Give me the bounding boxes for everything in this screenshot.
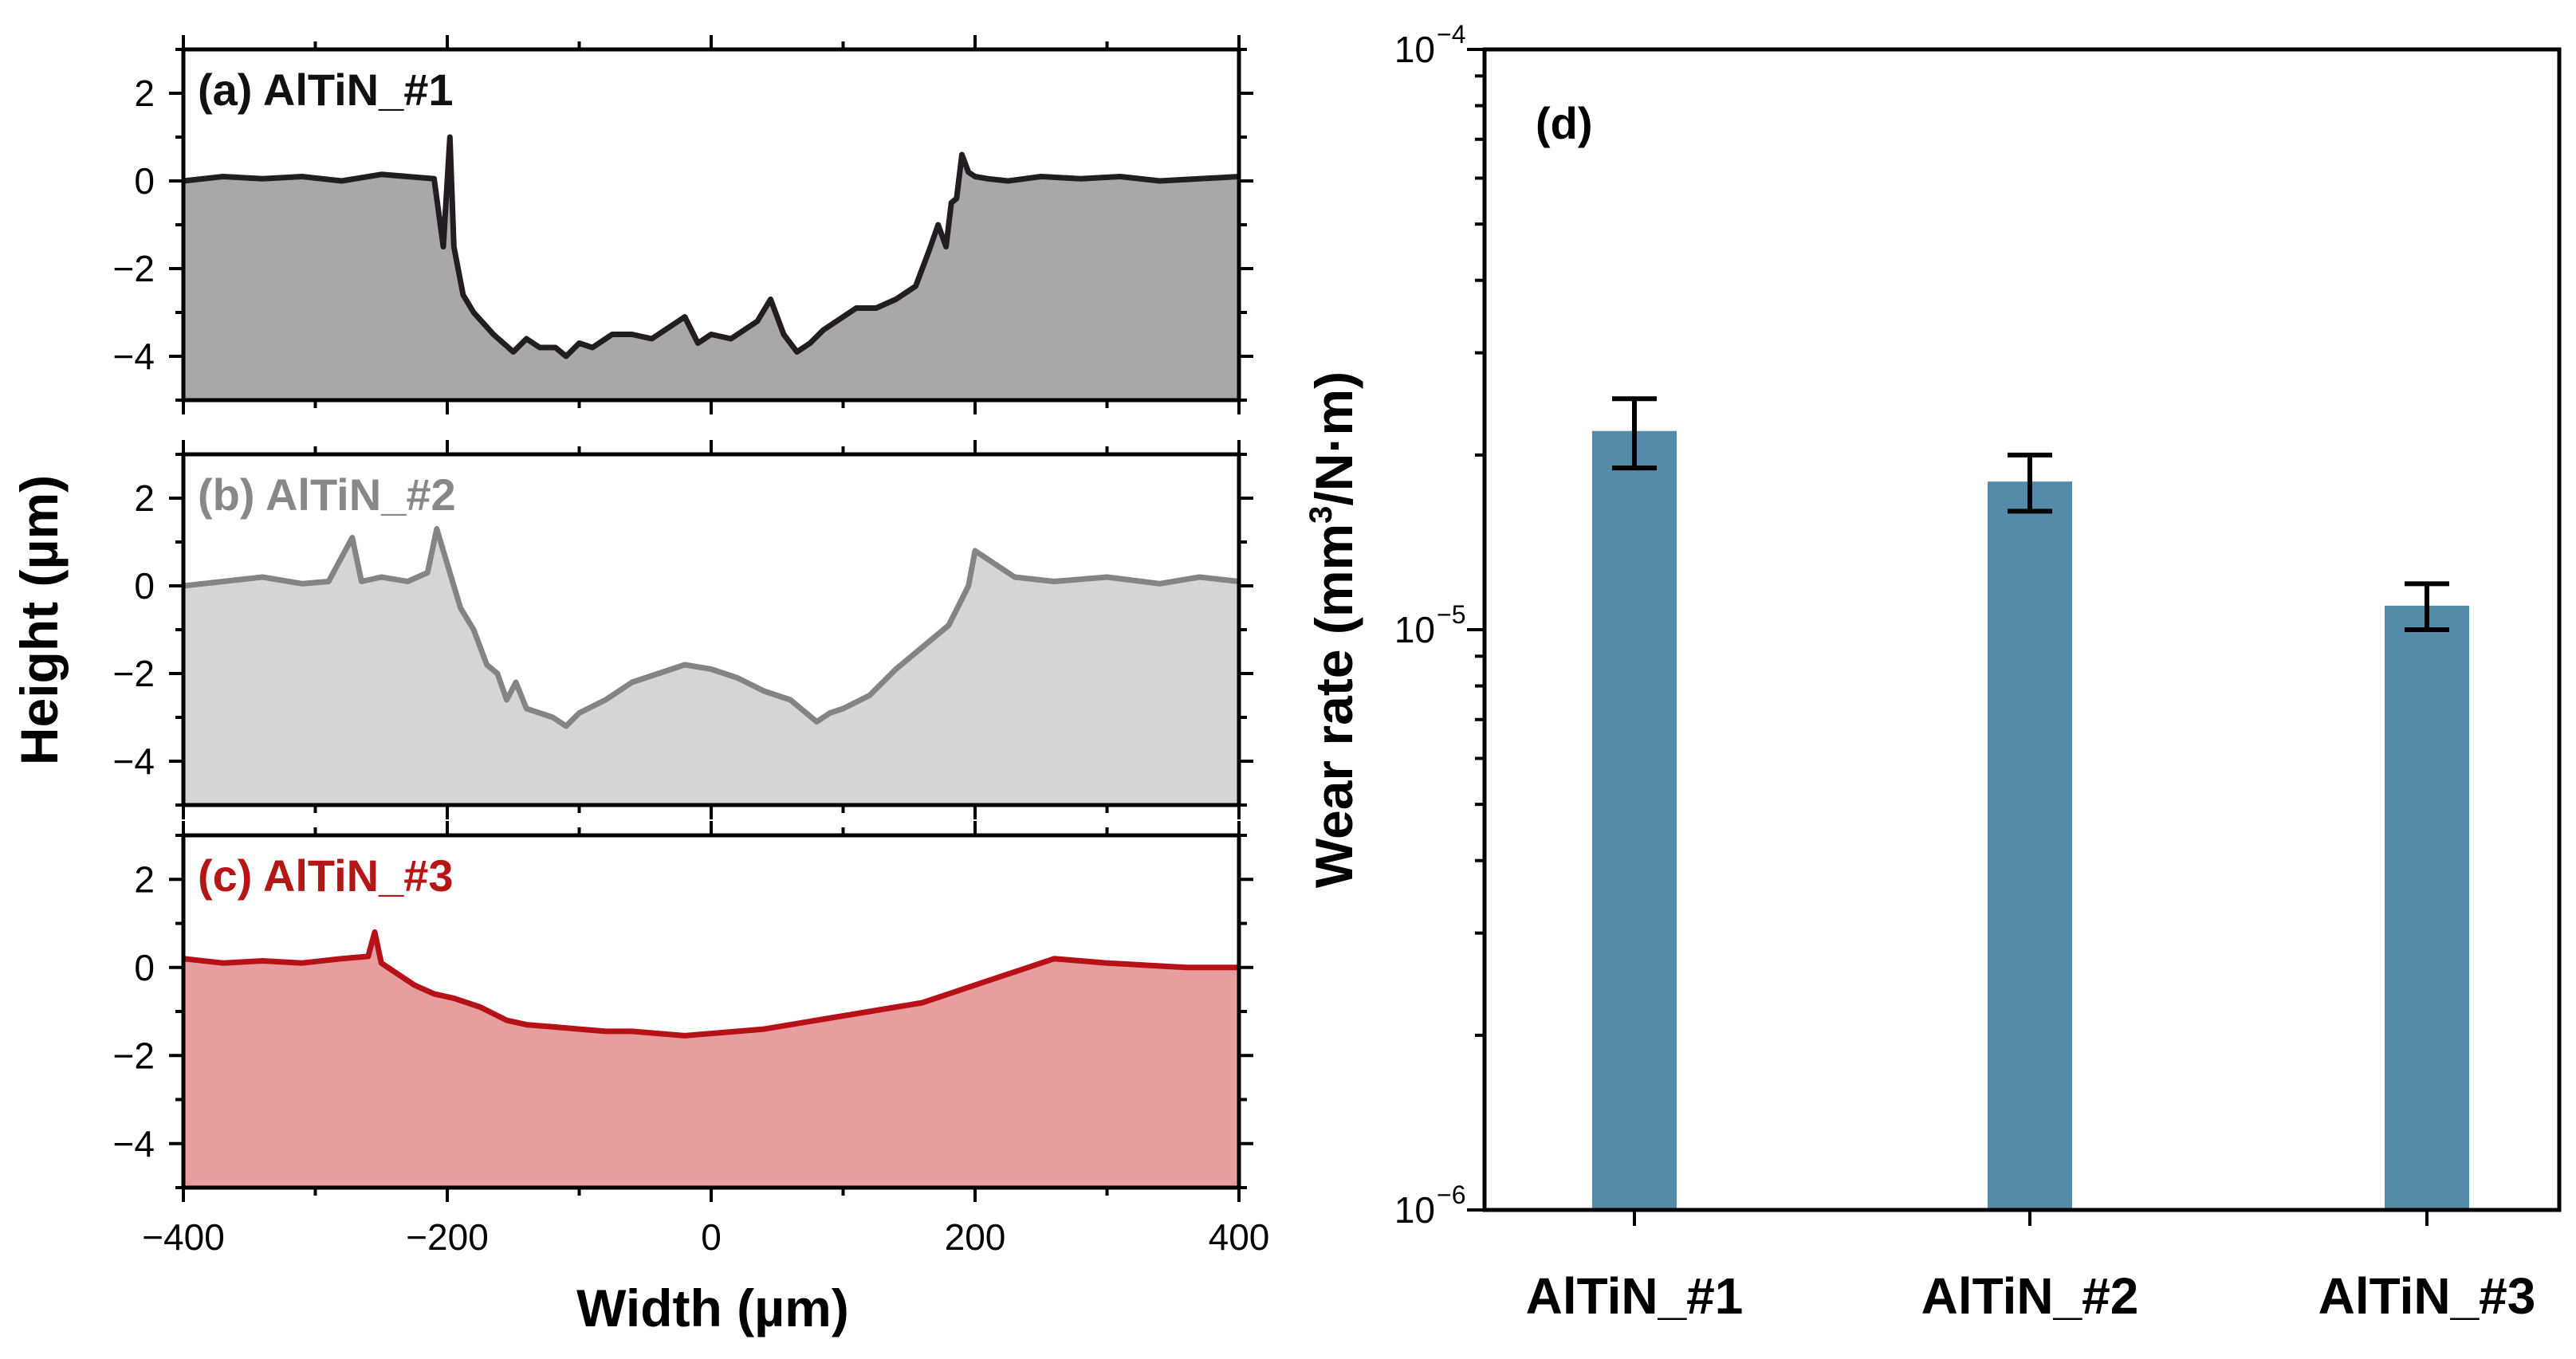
x-tick-label: 0 [701, 1216, 722, 1258]
y-tick-label: −4 [113, 740, 155, 782]
y-tick-label: 2 [134, 477, 155, 519]
category-label-2: AlTiN_#2 [1921, 1267, 2139, 1325]
panel-b-height-profile: −4 −2 0 2 (b) AlTiN_#2 [113, 440, 1253, 819]
y-tick-label: 0 [134, 565, 155, 607]
y-tick-label: 0 [134, 947, 155, 988]
y-tick-label: 0 [134, 160, 155, 202]
profile-line-c [183, 929, 1239, 1039]
profile-fill-b [183, 528, 1239, 805]
category-label-1: AlTiN_#1 [1526, 1267, 1744, 1325]
y-tick-label: −2 [113, 1035, 155, 1076]
bar-3 [2385, 605, 2469, 1210]
x-tick-label: −400 [142, 1216, 225, 1258]
y-axis-label-tail: /N·m) [1304, 371, 1363, 506]
y-tick-exponent: −6 [1437, 1180, 1465, 1209]
y-tick-exponent: −5 [1437, 600, 1465, 629]
category-label-3: AlTiN_#3 [2318, 1267, 2536, 1325]
y-axis-label-wear-rate: Wear rate (mm3/N·m) [1304, 371, 1363, 888]
bar-1 [1592, 430, 1677, 1210]
y-tick-label: 10 [1394, 1189, 1435, 1231]
profile-line-b [183, 526, 1240, 729]
panel-label-b: (b) AlTiN_#2 [198, 469, 456, 520]
panel-label-a: (a) AlTiN_#1 [198, 65, 454, 115]
panel-label-c: (c) AlTiN_#3 [198, 850, 454, 901]
y-tick-label: −4 [113, 1123, 155, 1165]
x-tick-label: −200 [406, 1216, 489, 1258]
x-tick-label: 400 [1209, 1216, 1270, 1258]
y-axis-label-sup: 3 [1304, 506, 1339, 524]
x-tick-label: 200 [945, 1216, 1006, 1258]
y-tick-label: −2 [113, 653, 155, 694]
y-tick-label: −2 [113, 248, 155, 289]
panel-d-wear-rate-bars: AlTiN_#1 AlTiN_#2 AlTiN_#310−610−510 −4(d)W… [1304, 20, 2562, 1325]
y-tick-label: −4 [113, 336, 155, 377]
y-tick-exponent: −4 [1437, 20, 1465, 49]
y-tick-label: 2 [134, 858, 155, 900]
x-axis-label-width: Width (µm) [576, 1278, 849, 1337]
y-axis-label-height: Height (µm) [10, 475, 69, 765]
y-tick-label: 10 [1394, 609, 1435, 650]
panel-a-height-profile: −4 −2 0 2 (a) AlTiN_#1 [113, 35, 1253, 414]
bar-2 [1988, 481, 2072, 1210]
panel-c-height-profile: −4 −2 0 2 −400 −200 0 200 400 (c) AlTiN_#3 [113, 821, 1270, 1258]
profile-fill-c [183, 932, 1239, 1188]
y-tick-label: 2 [134, 73, 155, 114]
y-tick-label: 10 [1394, 29, 1435, 70]
y-axis-label-main: Wear rate (mm [1304, 524, 1363, 888]
profile-line-a [183, 134, 1240, 359]
panel-label-d: (d) [1536, 98, 1593, 148]
